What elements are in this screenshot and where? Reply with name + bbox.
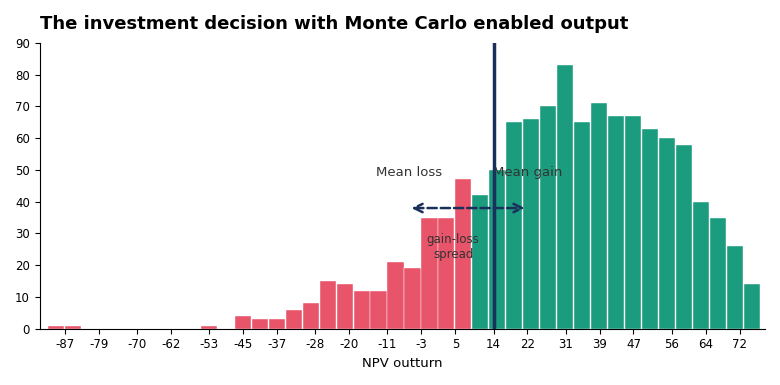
Text: Mean loss: Mean loss [376, 166, 441, 179]
Bar [523, 119, 539, 329]
Bar [235, 316, 251, 329]
Bar [370, 291, 387, 329]
Bar [303, 303, 319, 329]
Bar [591, 103, 607, 329]
Bar [353, 291, 370, 329]
Bar [456, 179, 471, 329]
Bar [557, 65, 573, 329]
X-axis label: NPV outturn: NPV outturn [362, 357, 442, 370]
Bar [625, 116, 641, 329]
Bar [710, 218, 726, 329]
Bar [285, 310, 302, 329]
Bar [65, 326, 81, 329]
Bar [388, 262, 403, 329]
Bar [642, 129, 658, 329]
Bar [336, 284, 353, 329]
Bar [268, 319, 285, 329]
Bar [404, 268, 420, 329]
Text: The investment decision with Monte Carlo enabled output: The investment decision with Monte Carlo… [40, 15, 628, 33]
Bar [693, 202, 709, 329]
Bar [676, 144, 692, 329]
Bar [320, 281, 335, 329]
Bar [659, 138, 675, 329]
Bar [608, 116, 624, 329]
Bar [473, 195, 488, 329]
Bar [574, 122, 590, 329]
Bar [438, 218, 455, 329]
Bar [421, 218, 438, 329]
Text: gain-loss
spread: gain-loss spread [427, 233, 480, 261]
Bar [200, 326, 217, 329]
Bar [727, 246, 743, 329]
Bar [489, 170, 505, 329]
Bar [541, 106, 556, 329]
Bar [506, 122, 523, 329]
Bar [252, 319, 268, 329]
Bar [744, 284, 760, 329]
Bar [48, 326, 64, 329]
Text: Mean gain: Mean gain [493, 166, 562, 179]
